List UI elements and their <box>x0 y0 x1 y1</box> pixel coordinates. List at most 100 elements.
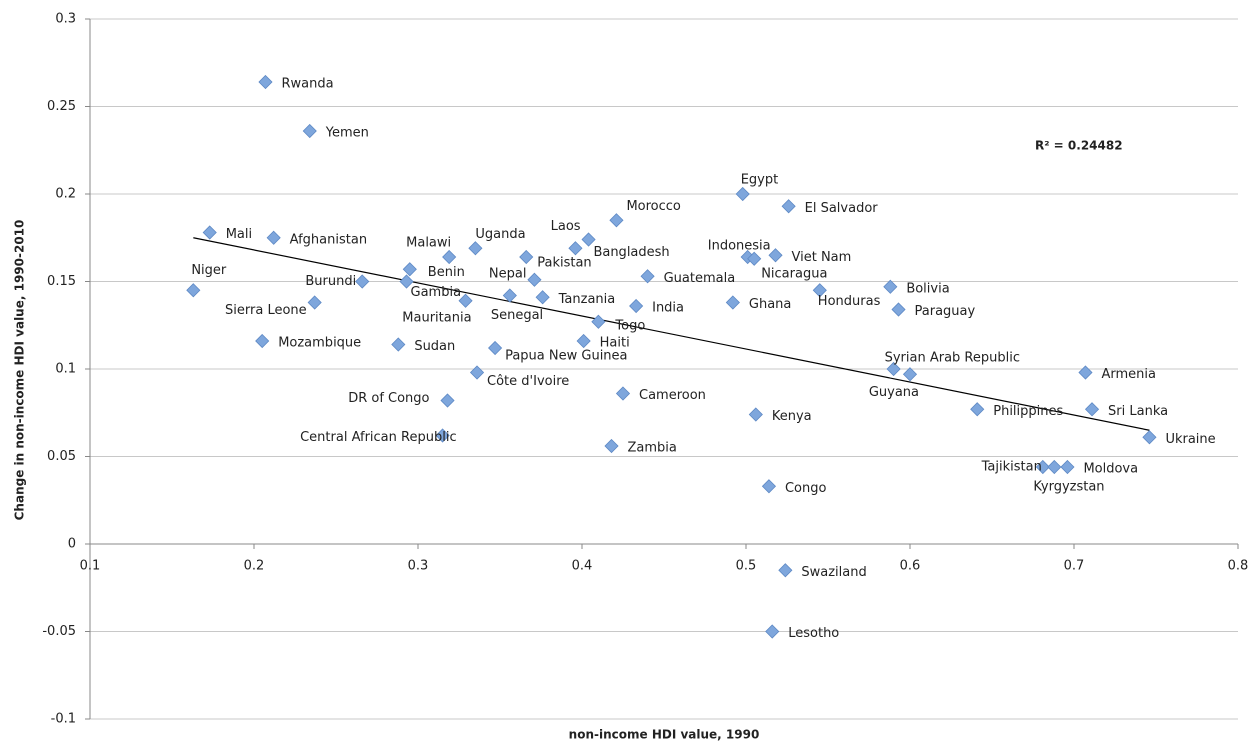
point-label: Ghana <box>749 297 792 312</box>
y-tick-label: 0.1 <box>55 362 76 377</box>
data-point <box>725 295 740 310</box>
y-tick-label: -0.05 <box>42 624 76 639</box>
x-tick-label: 0.8 <box>1228 559 1249 574</box>
y-tick-label: 0.3 <box>55 12 76 27</box>
data-point <box>266 230 281 245</box>
data-point <box>307 295 322 310</box>
point-label: Kenya <box>772 409 812 424</box>
point-label: Central African Republic <box>300 430 456 445</box>
point-label: Egypt <box>741 173 779 188</box>
data-point <box>640 269 655 284</box>
data-point <box>891 302 906 317</box>
data-point <box>768 248 783 263</box>
point-label: Togo <box>614 318 645 333</box>
data-point <box>519 249 534 265</box>
point-label: Ukraine <box>1165 432 1215 447</box>
point-label: Tajikistan <box>981 460 1042 475</box>
data-point <box>442 249 457 265</box>
data-point <box>399 274 414 289</box>
point-label: Zambia <box>628 441 677 456</box>
point-label: Armenia <box>1101 367 1156 382</box>
point-label: Congo <box>785 481 827 496</box>
data-point <box>391 337 406 352</box>
point-label: Morocco <box>626 199 680 214</box>
data-point <box>527 272 542 287</box>
data-point <box>458 293 473 308</box>
point-label: Syrian Arab Republic <box>885 351 1020 366</box>
data-point <box>302 123 317 139</box>
point-label: Uganda <box>475 227 525 242</box>
data-point <box>604 438 619 454</box>
data-point <box>576 333 591 349</box>
data-point <box>761 479 777 494</box>
point-label: El Salvador <box>805 201 879 216</box>
data-point <box>402 262 417 277</box>
x-tick-label: 0.5 <box>736 559 757 574</box>
trendline <box>193 237 1150 431</box>
data-point <box>615 386 631 401</box>
point-label: Sierra Leone <box>225 303 307 318</box>
data-point <box>502 288 517 303</box>
data-point <box>629 298 644 314</box>
point-label: India <box>652 301 684 316</box>
point-label: Moldova <box>1083 462 1138 477</box>
point-label: Pakistan <box>537 256 591 271</box>
point-label: Tanzania <box>558 292 616 307</box>
x-tick-label: 0.6 <box>900 559 921 574</box>
point-label: Afghanistan <box>290 232 367 247</box>
data-point <box>440 393 455 408</box>
data-point <box>886 361 901 377</box>
point-label: Kyrgyzstan <box>1033 480 1104 495</box>
x-tick-label: 0.3 <box>408 559 429 574</box>
point-label: Paraguay <box>915 304 976 319</box>
point-label: Niger <box>191 263 227 278</box>
data-point <box>1142 430 1157 445</box>
y-tick-label: 0.25 <box>47 99 76 114</box>
data-point <box>255 333 270 349</box>
data-point <box>186 283 201 298</box>
data-point <box>581 232 596 247</box>
point-label: Viet Nam <box>792 250 852 265</box>
data-point <box>535 290 550 305</box>
point-label: Swaziland <box>801 565 866 580</box>
x-tick-label: 0.7 <box>1064 559 1085 574</box>
point-label: Nicaragua <box>761 266 827 281</box>
point-label: Nepal <box>489 266 527 281</box>
point-label: DR of Congo <box>348 391 429 406</box>
data-point <box>1084 402 1100 417</box>
data-point <box>1035 459 1050 475</box>
x-axis-title: non-income HDI value, 1990 <box>569 728 760 742</box>
data-point <box>1078 365 1093 380</box>
x-tick-label: 0.1 <box>80 559 101 574</box>
y-tick-label: 0.2 <box>55 187 76 202</box>
data-point <box>469 365 485 380</box>
point-label: Benin <box>428 265 465 280</box>
data-point <box>568 241 583 256</box>
data-point <box>435 428 450 443</box>
point-label: Laos <box>551 219 581 234</box>
data-point <box>812 283 827 298</box>
point-label: Sri Lanka <box>1108 404 1168 419</box>
data-point <box>902 367 918 382</box>
y-tick-label: 0.05 <box>47 449 76 464</box>
point-label: Guatemala <box>664 271 736 286</box>
data-point <box>765 624 780 639</box>
y-tick-label: 0.15 <box>47 274 76 289</box>
point-label: Mauritania <box>402 310 471 325</box>
point-label: Côte d'Ivoire <box>487 374 569 389</box>
data-point <box>355 274 370 289</box>
point-label: Malawi <box>406 236 451 251</box>
x-tick-label: 0.4 <box>572 559 593 574</box>
point-label: Honduras <box>818 294 881 309</box>
data-point <box>591 314 606 329</box>
point-label: Mozambique <box>278 336 361 351</box>
data-point <box>735 186 750 202</box>
point-label: Yemen <box>325 126 369 141</box>
point-label: Lesotho <box>788 626 839 641</box>
point-label: Haiti <box>600 336 630 351</box>
point-label: Indonesia <box>708 239 771 254</box>
point-label: Burundi <box>305 274 356 289</box>
data-point <box>1060 459 1075 475</box>
